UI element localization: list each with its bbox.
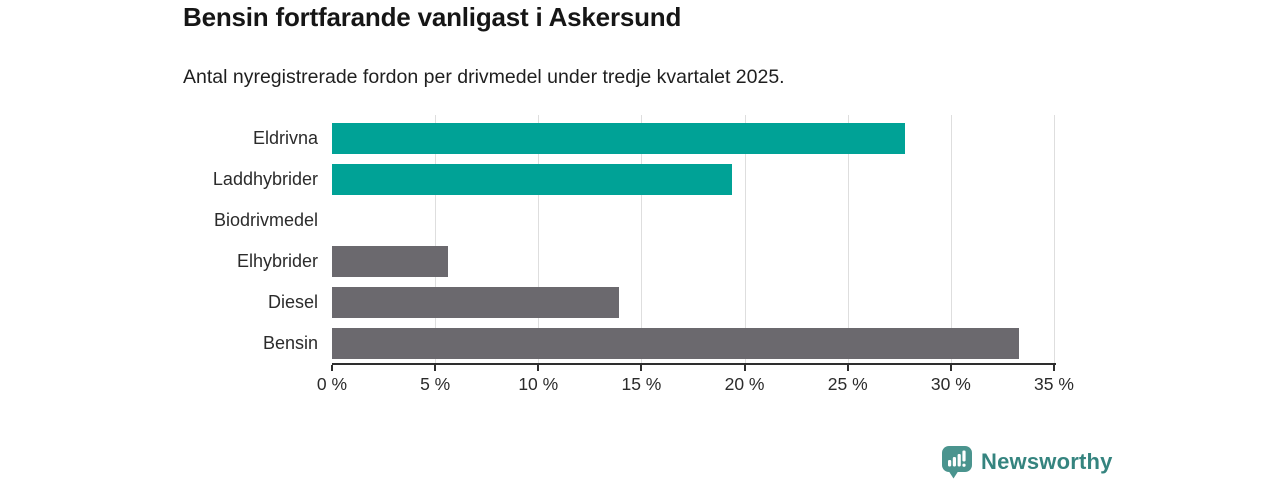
x-tick-label-15: 15 % xyxy=(621,374,662,394)
plot-gridlines xyxy=(332,115,1055,364)
category-label-bensin: Bensin xyxy=(262,333,318,353)
chart-title: Bensin fortfarande vanligast i Askersund xyxy=(183,2,682,32)
bar-row-0 xyxy=(332,118,1054,159)
x-tick-5 xyxy=(434,365,437,371)
x-tick-15 xyxy=(640,365,643,371)
bar-row-2 xyxy=(332,200,1054,241)
category-label-diesel: Diesel xyxy=(267,292,318,312)
x-tick-label-25: 25 % xyxy=(827,374,868,394)
x-tick-label-10: 10 % xyxy=(518,374,559,394)
x-axis-line xyxy=(332,363,1056,365)
bar-row-1 xyxy=(332,159,1054,200)
x-tick-10 xyxy=(537,365,540,371)
category-label-laddhybrider: Laddhybrider xyxy=(212,169,318,189)
gridline-35 xyxy=(1054,115,1055,364)
newsworthy-logo: Newsworthy xyxy=(941,445,1113,479)
x-tick-30 xyxy=(949,365,952,371)
bar-row-3 xyxy=(332,241,1054,282)
category-label-eldrivna: Eldrivna xyxy=(252,128,318,148)
x-tick-label-30: 30 % xyxy=(930,374,971,394)
x-tick-0 xyxy=(331,365,333,371)
chart-subtitle: Antal nyregistrerade fordon per drivmede… xyxy=(183,66,785,88)
bar-diesel xyxy=(332,287,619,318)
newsworthy-logo-icon xyxy=(942,446,972,479)
x-tick-20 xyxy=(743,365,746,371)
gridline-10 xyxy=(538,115,540,364)
bar-eldrivna xyxy=(332,123,906,154)
category-label-elhybrider: Elhybrider xyxy=(236,251,318,271)
gridline-20 xyxy=(744,115,746,364)
plot-area xyxy=(332,118,1054,364)
category-label-biodrivmedel: Biodrivmedel xyxy=(213,210,318,230)
x-tick-35 xyxy=(1053,365,1055,371)
x-tick-label-35: 35 % xyxy=(1034,374,1074,394)
gridline-25 xyxy=(847,115,849,364)
x-tick-25 xyxy=(846,365,849,371)
bar-elhybrider xyxy=(332,246,448,277)
gridline-5 xyxy=(435,115,437,364)
x-tick-label-20: 20 % xyxy=(724,374,765,394)
bar-row-5 xyxy=(332,323,1054,364)
gridline-15 xyxy=(641,115,643,364)
bar-row-4 xyxy=(332,282,1054,323)
x-tick-label-5: 5 % xyxy=(420,374,451,394)
gridline-30 xyxy=(950,115,952,364)
newsworthy-logo-text: Newsworthy xyxy=(981,449,1113,474)
bar-bensin xyxy=(332,328,1019,359)
bar-laddhybrider xyxy=(332,164,733,195)
category-axis-labels: Eldrivna Laddhybrider Biodrivmedel Elhybrid… xyxy=(130,118,318,364)
x-tick-label-0: 0 % xyxy=(316,374,348,394)
